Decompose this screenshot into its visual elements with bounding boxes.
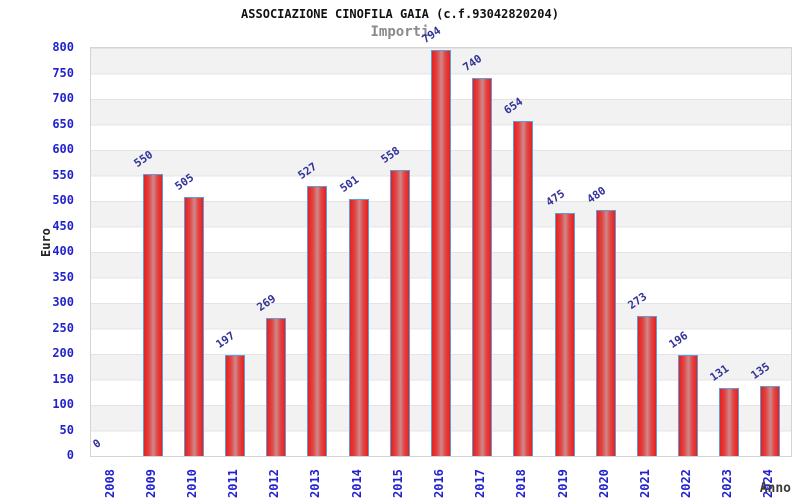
y-tick-150: 150 xyxy=(52,371,74,386)
bar-value-label-2019: 475 xyxy=(543,186,567,209)
x-label-2012: 2012 xyxy=(267,469,282,498)
x-label-2010: 2010 xyxy=(184,469,199,498)
bar-2015 xyxy=(389,170,410,456)
y-tick-0: 0 xyxy=(66,448,74,462)
y-tick-500: 500 xyxy=(52,193,74,207)
bar-2011 xyxy=(225,355,246,456)
x-label-2016: 2016 xyxy=(432,469,446,498)
bar-value-label-2015: 558 xyxy=(378,143,403,166)
x-label-2013: 2013 xyxy=(308,469,323,498)
chart-title: ASSOCIAZIONE CINOFILA GAIA (c.f.93042820… xyxy=(241,7,559,21)
y-tick-600: 600 xyxy=(52,142,74,156)
x-label-2021: 2021 xyxy=(637,469,652,498)
x-label-2014: 2014 xyxy=(349,469,364,498)
bar-2020 xyxy=(595,210,616,456)
x-label-2019: 2019 xyxy=(555,469,570,498)
bar-slot-2019: 475 xyxy=(543,48,585,456)
bar-slot-2024: 135 xyxy=(748,48,791,456)
x-label-2009: 2009 xyxy=(143,469,158,498)
bar-2014 xyxy=(348,199,369,456)
bar-2023 xyxy=(719,388,740,456)
x-label-2020: 2020 xyxy=(596,469,611,498)
bar-slot-2021: 273 xyxy=(625,48,667,456)
y-tick-450: 450 xyxy=(52,218,74,233)
y-tick-400: 400 xyxy=(52,244,74,258)
bar-value-label-2009: 550 xyxy=(131,147,156,170)
bar-value-label-2011: 197 xyxy=(213,328,238,351)
bar-value-label-2008: 0 xyxy=(90,436,104,451)
bar-2009 xyxy=(142,174,163,456)
y-tick-750: 750 xyxy=(52,65,74,80)
bar-2022 xyxy=(678,355,699,456)
chart-subtitle: Importi xyxy=(370,24,430,40)
y-tick-650: 650 xyxy=(52,116,74,131)
bar-slot-2014: 501 xyxy=(337,48,379,456)
bar-2012 xyxy=(266,318,287,456)
bar-value-label-2020: 480 xyxy=(584,183,608,206)
bar-2016 xyxy=(430,50,451,456)
x-label-2015: 2015 xyxy=(390,469,405,498)
bar-slot-2017: 740 xyxy=(460,48,503,456)
bar-value-label-2024: 135 xyxy=(748,359,773,382)
x-axis-title: Anno xyxy=(759,481,791,496)
bar-value-label-2018: 654 xyxy=(501,94,526,117)
bar-value-label-2021: 273 xyxy=(625,289,650,312)
bar-slot-2008: 0 xyxy=(90,48,132,456)
bar-2017 xyxy=(472,78,493,456)
bar-value-label-2022: 196 xyxy=(666,328,691,351)
x-label-2023: 2023 xyxy=(720,469,735,498)
bar-value-label-2012: 269 xyxy=(254,291,279,314)
bar-value-label-2023: 131 xyxy=(707,361,732,384)
x-label-2022: 2022 xyxy=(679,469,694,498)
bar-slot-2013: 527 xyxy=(295,48,338,456)
y-tick-550: 550 xyxy=(52,167,74,182)
y-tick-800: 800 xyxy=(52,40,74,54)
bar-slot-2020: 480 xyxy=(584,48,626,456)
y-tick-250: 250 xyxy=(52,320,74,335)
bar-slot-2011: 197 xyxy=(213,48,256,456)
y-tick-300: 300 xyxy=(52,295,74,309)
bar-value-label-2010: 505 xyxy=(172,170,197,193)
bar-2010 xyxy=(183,197,204,456)
bar-value-label-2013: 527 xyxy=(295,159,320,182)
bar-value-label-2017: 740 xyxy=(460,51,485,74)
x-label-2017: 2017 xyxy=(473,469,488,498)
y-axis-ticks: 0 50 100 150 200 250 300 350 400 450 500 550 600 650 7… xyxy=(0,40,82,462)
x-label-2008: 2008 xyxy=(102,469,117,498)
bar-slot-2012: 269 xyxy=(254,48,297,456)
bar-slot-2016: 794 xyxy=(420,24,461,456)
bar-2024 xyxy=(760,386,781,456)
bar-2018 xyxy=(513,121,534,456)
bar-2019 xyxy=(554,213,575,456)
bar-slot-2022: 196 xyxy=(667,48,708,456)
bar-2013 xyxy=(307,186,328,456)
bar-value-label-2014: 501 xyxy=(337,172,361,195)
y-tick-350: 350 xyxy=(52,269,74,284)
bar-slot-2015: 558 xyxy=(378,48,420,456)
y-tick-50: 50 xyxy=(59,422,74,437)
bar-slot-2010: 505 xyxy=(172,48,214,456)
bar-2021 xyxy=(636,316,657,456)
y-tick-100: 100 xyxy=(52,397,74,411)
plot-area: 0 550 505 197 269 527 501 558 794 740 654 475 480 273… xyxy=(90,24,792,457)
bar-slot-2023: 131 xyxy=(707,48,750,456)
x-label-2011: 2011 xyxy=(226,469,241,498)
x-axis-labels: 2008 2009 2010 2011 2012 2013 2014 2015 2016 2017… xyxy=(90,458,790,500)
y-tick-200: 200 xyxy=(52,346,74,360)
bar-slot-2018: 654 xyxy=(501,48,544,456)
y-tick-700: 700 xyxy=(52,91,74,105)
bar-slot-2009: 550 xyxy=(131,48,173,456)
x-label-2018: 2018 xyxy=(514,469,529,498)
